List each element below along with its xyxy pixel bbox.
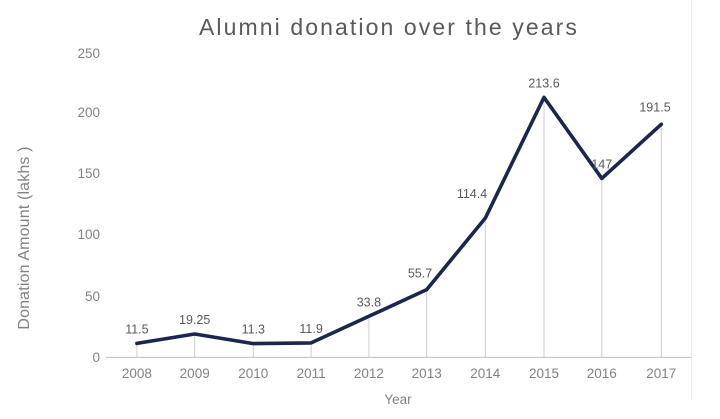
svg-text:2010: 2010 <box>238 366 268 381</box>
svg-text:19.25: 19.25 <box>179 313 210 327</box>
svg-text:191.5: 191.5 <box>639 100 670 114</box>
svg-text:2017: 2017 <box>646 366 676 381</box>
svg-text:2015: 2015 <box>529 366 559 381</box>
svg-text:2009: 2009 <box>180 366 210 381</box>
svg-text:147: 147 <box>591 157 612 171</box>
svg-text:100: 100 <box>77 227 100 242</box>
svg-text:2008: 2008 <box>122 366 152 381</box>
svg-text:33.8: 33.8 <box>357 295 381 309</box>
svg-text:200: 200 <box>77 105 100 120</box>
svg-text:55.7: 55.7 <box>408 267 432 281</box>
svg-text:11.9: 11.9 <box>299 322 322 336</box>
svg-text:11.3: 11.3 <box>242 323 265 337</box>
svg-text:213.6: 213.6 <box>528 76 559 90</box>
svg-text:2016: 2016 <box>587 366 617 381</box>
svg-text:150: 150 <box>77 166 100 181</box>
svg-text:2012: 2012 <box>354 366 384 381</box>
svg-text:0: 0 <box>92 350 100 365</box>
svg-text:11.5: 11.5 <box>125 322 148 336</box>
svg-text:2014: 2014 <box>470 366 501 381</box>
svg-text:114.4: 114.4 <box>457 187 487 201</box>
svg-text:50: 50 <box>85 289 100 304</box>
svg-text:250: 250 <box>77 46 100 61</box>
svg-text:2011: 2011 <box>297 366 326 381</box>
svg-text:2013: 2013 <box>412 366 442 381</box>
